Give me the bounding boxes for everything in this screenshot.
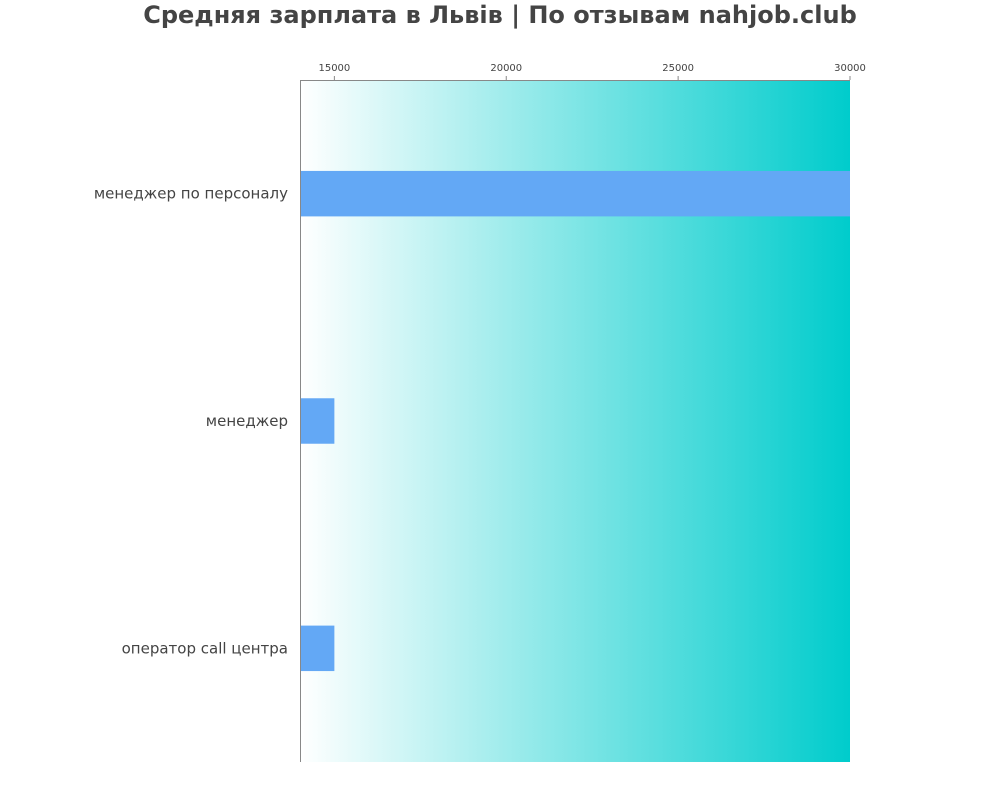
x-tick-label: 25000	[662, 63, 694, 74]
bar	[300, 398, 335, 444]
bar	[300, 170, 850, 217]
x-tick-label: 30000	[834, 63, 866, 74]
category-label: менеджер по персоналу	[94, 185, 288, 203]
category-label: оператор call центра	[122, 639, 288, 657]
x-tick-label: 15000	[318, 63, 350, 74]
bar	[300, 625, 335, 672]
x-tick-label: 20000	[490, 63, 522, 74]
category-label: менеджер	[206, 412, 288, 430]
chart-title: Средняя зарплата в Львів | По отзывам na…	[143, 1, 857, 29]
